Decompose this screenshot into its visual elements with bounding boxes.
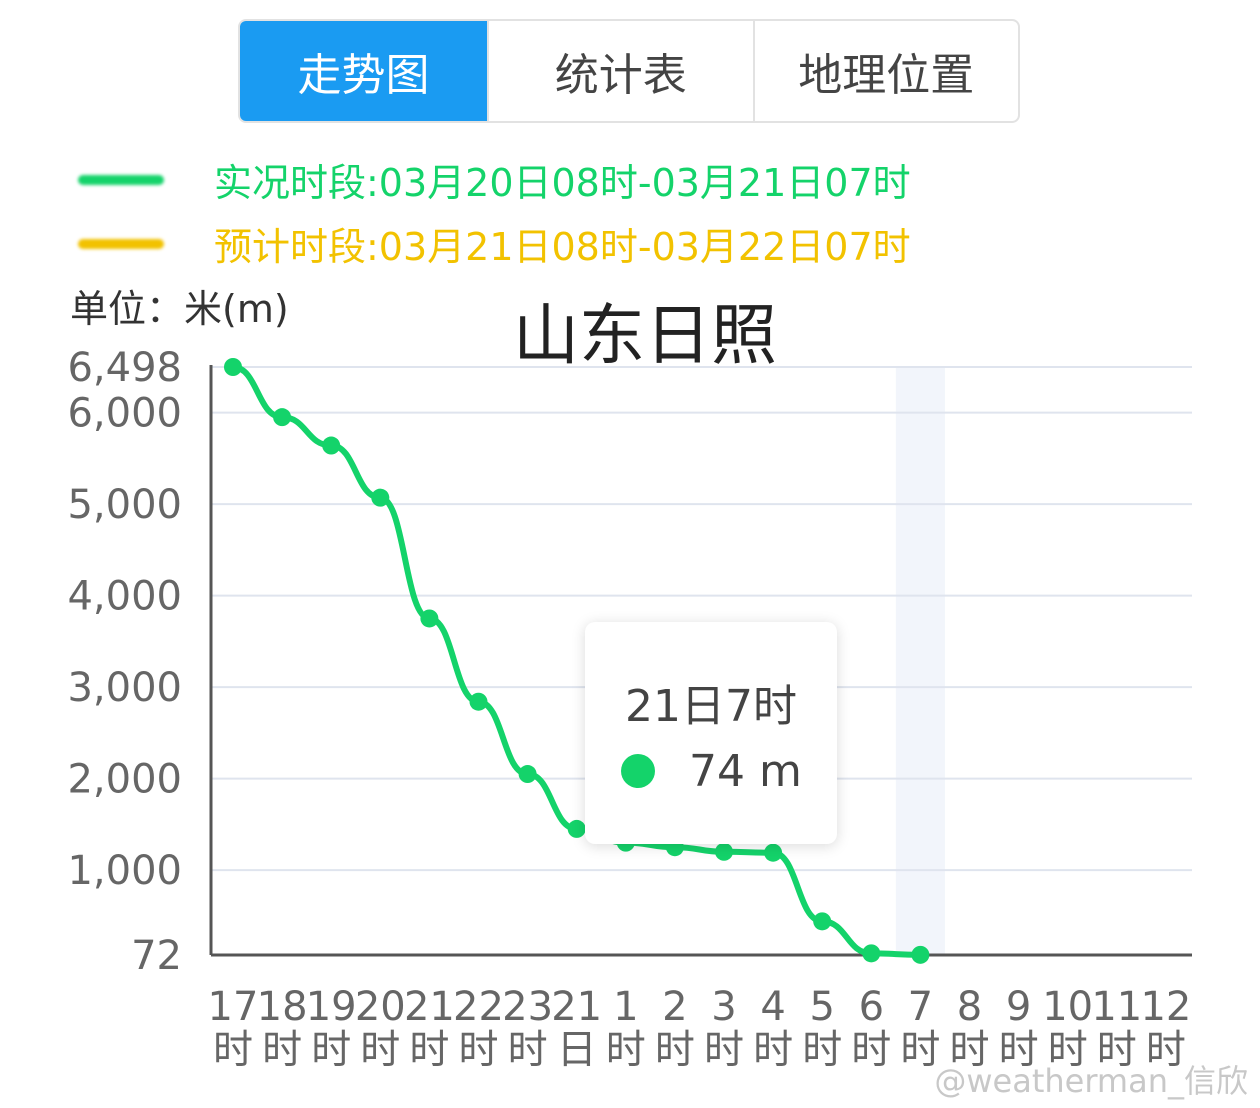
x-tick-label: 20 时 — [355, 984, 406, 1073]
x-tick-label: 23 时 — [502, 984, 553, 1073]
watermark: @weatherman_信欣 — [934, 1062, 1248, 1100]
unit-label: 单位：米(m) — [70, 287, 289, 331]
chart-title: 山东日照 — [513, 297, 777, 374]
y-tick-label: 1,000 — [67, 848, 182, 894]
data-point — [273, 408, 292, 427]
data-point — [764, 843, 783, 862]
data-point — [813, 912, 832, 931]
highlight-band — [895, 367, 945, 955]
y-tick-label: 6,000 — [67, 391, 182, 437]
x-tick-label: 19 时 — [306, 984, 357, 1073]
data-point — [518, 765, 537, 784]
tooltip: 21日7时 74 m — [585, 622, 837, 844]
data-point — [322, 436, 341, 455]
x-tick-label: 17 时 — [208, 984, 259, 1073]
x-tick-label: 18 时 — [257, 984, 308, 1073]
tab[interactable]: 走势图 — [240, 21, 487, 121]
data-point — [224, 358, 242, 376]
data-point — [862, 944, 881, 963]
legend-label: 预计时段:03月21日08时-03月22日07时 — [214, 225, 911, 269]
y-tick-label: 3,000 — [67, 665, 182, 711]
data-point — [567, 819, 586, 838]
tab[interactable]: 地理位置 — [752, 21, 1019, 121]
tooltip-title: 21日7时 — [625, 681, 797, 732]
x-tick-label: 22 时 — [453, 984, 504, 1073]
data-point — [469, 692, 488, 711]
y-tick-label: 2,000 — [67, 757, 182, 803]
x-tick-label: 21 时 — [404, 984, 455, 1073]
tab-bar: 走势图 统计表 地理位置 — [238, 19, 1020, 123]
tooltip-dot — [621, 754, 655, 788]
data-point — [911, 945, 930, 964]
legend-label: 实况时段:03月20日08时-03月21日07时 — [214, 161, 911, 205]
x-tick-label: 12 时 — [1140, 984, 1191, 1073]
x-tick-label: 11 时 — [1091, 984, 1142, 1073]
data-point — [715, 842, 733, 861]
x-tick-label: 10 时 — [1042, 984, 1093, 1073]
tab[interactable]: 统计表 — [487, 21, 753, 121]
x-tick-label: 21 日 — [551, 984, 602, 1073]
tooltip-value: 74 m — [689, 746, 802, 797]
y-tick-label: 72 — [131, 933, 182, 979]
y-tick-label: 4,000 — [67, 574, 182, 620]
y-tick-label: 6,498 — [67, 345, 182, 391]
legend-item: 预计时段:03月21日08时-03月22日07时 — [78, 216, 911, 271]
legend-swatch — [78, 174, 164, 185]
y-tick-label: 5,000 — [67, 482, 182, 528]
data-point — [371, 488, 390, 507]
data-point — [420, 609, 439, 628]
series-line — [232, 364, 921, 958]
legend-item: 实况时段:03月20日08时-03月21日07时 — [78, 152, 911, 207]
legend-swatch — [78, 238, 164, 249]
